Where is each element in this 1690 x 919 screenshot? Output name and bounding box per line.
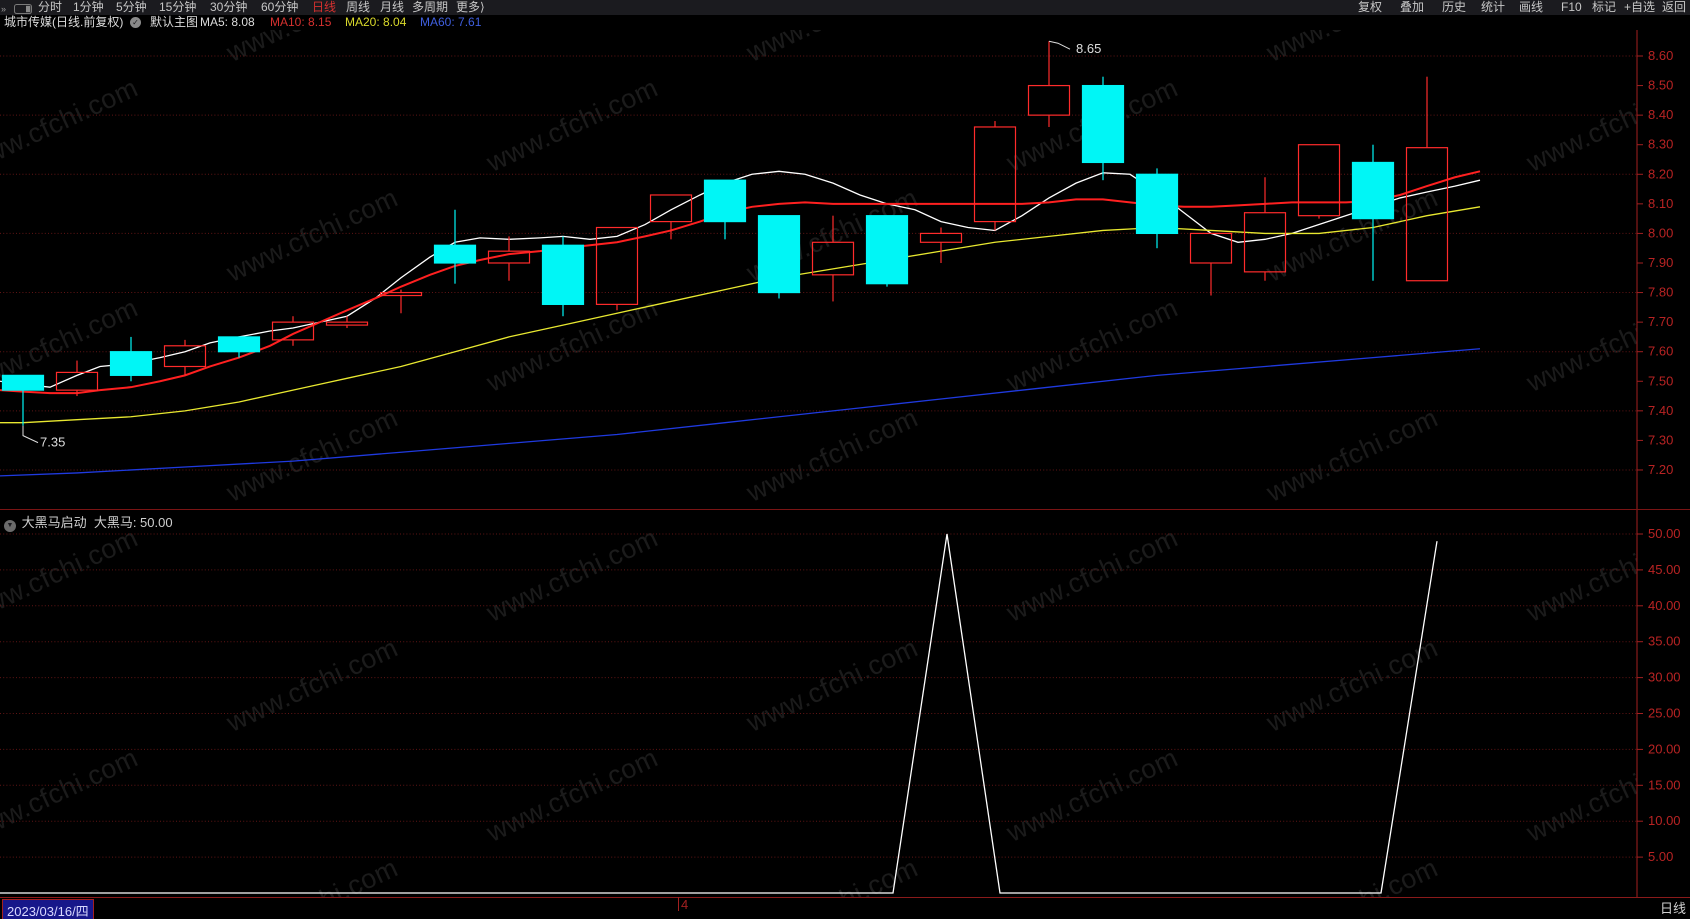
svg-text:7.35: 7.35 — [40, 435, 65, 450]
svg-text:7.50: 7.50 — [1648, 373, 1673, 388]
svg-text:8.20: 8.20 — [1648, 166, 1673, 181]
svg-text:8.00: 8.00 — [1648, 225, 1673, 240]
svg-text:5.00: 5.00 — [1648, 849, 1673, 864]
svg-text:7.40: 7.40 — [1648, 403, 1673, 418]
svg-text:7.60: 7.60 — [1648, 344, 1673, 359]
svg-text:20.00: 20.00 — [1648, 741, 1681, 756]
svg-text:8.30: 8.30 — [1648, 137, 1673, 152]
svg-text:15.00: 15.00 — [1648, 777, 1681, 792]
svg-text:45.00: 45.00 — [1648, 562, 1681, 577]
svg-text:8.50: 8.50 — [1648, 78, 1673, 93]
svg-text:7.70: 7.70 — [1648, 314, 1673, 329]
svg-text:8.10: 8.10 — [1648, 196, 1673, 211]
svg-text:8.65: 8.65 — [1076, 41, 1101, 56]
svg-text:8.60: 8.60 — [1648, 48, 1673, 63]
svg-text:7.30: 7.30 — [1648, 432, 1673, 447]
svg-text:7.90: 7.90 — [1648, 255, 1673, 270]
svg-text:50.00: 50.00 — [1648, 526, 1681, 541]
svg-text:10.00: 10.00 — [1648, 813, 1681, 828]
svg-text:8.40: 8.40 — [1648, 107, 1673, 122]
svg-text:25.00: 25.00 — [1648, 706, 1681, 721]
svg-text:30.00: 30.00 — [1648, 670, 1681, 685]
svg-text:7.20: 7.20 — [1648, 462, 1673, 477]
svg-text:7.80: 7.80 — [1648, 285, 1673, 300]
svg-text:40.00: 40.00 — [1648, 598, 1681, 613]
svg-text:35.00: 35.00 — [1648, 634, 1681, 649]
